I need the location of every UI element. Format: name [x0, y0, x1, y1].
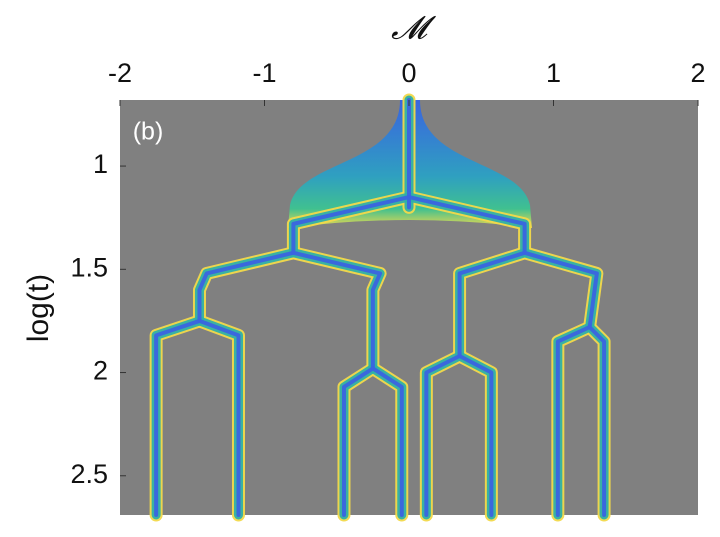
x-tick-label: -2 — [108, 58, 132, 88]
x-tick-label: 0 — [401, 58, 416, 88]
branch — [291, 250, 383, 371]
branches — [149, 93, 611, 522]
y-tick-label: 2 — [93, 356, 108, 386]
y-tick-label: 1 — [93, 149, 108, 179]
branch — [407, 195, 527, 255]
branch — [424, 354, 462, 517]
y-tick-label: 1.5 — [70, 252, 108, 282]
panel-label: (b) — [133, 118, 164, 146]
y-tick-label: 2.5 — [70, 459, 108, 489]
branch — [522, 250, 599, 330]
branch — [197, 318, 241, 517]
x-tick-label: -1 — [252, 58, 276, 88]
branch — [341, 366, 375, 517]
branch — [587, 325, 607, 517]
x-tick-label: 2 — [690, 58, 705, 88]
branch — [370, 366, 404, 517]
branch — [457, 354, 494, 517]
branch — [457, 250, 527, 359]
branch — [154, 318, 202, 517]
x-axis-title: 𝓜 — [391, 9, 436, 47]
branch — [197, 250, 296, 323]
branch — [291, 195, 411, 255]
y-axis-title: log(t) — [22, 274, 55, 342]
x-tick-label: 1 — [546, 58, 561, 88]
branch — [555, 325, 592, 517]
